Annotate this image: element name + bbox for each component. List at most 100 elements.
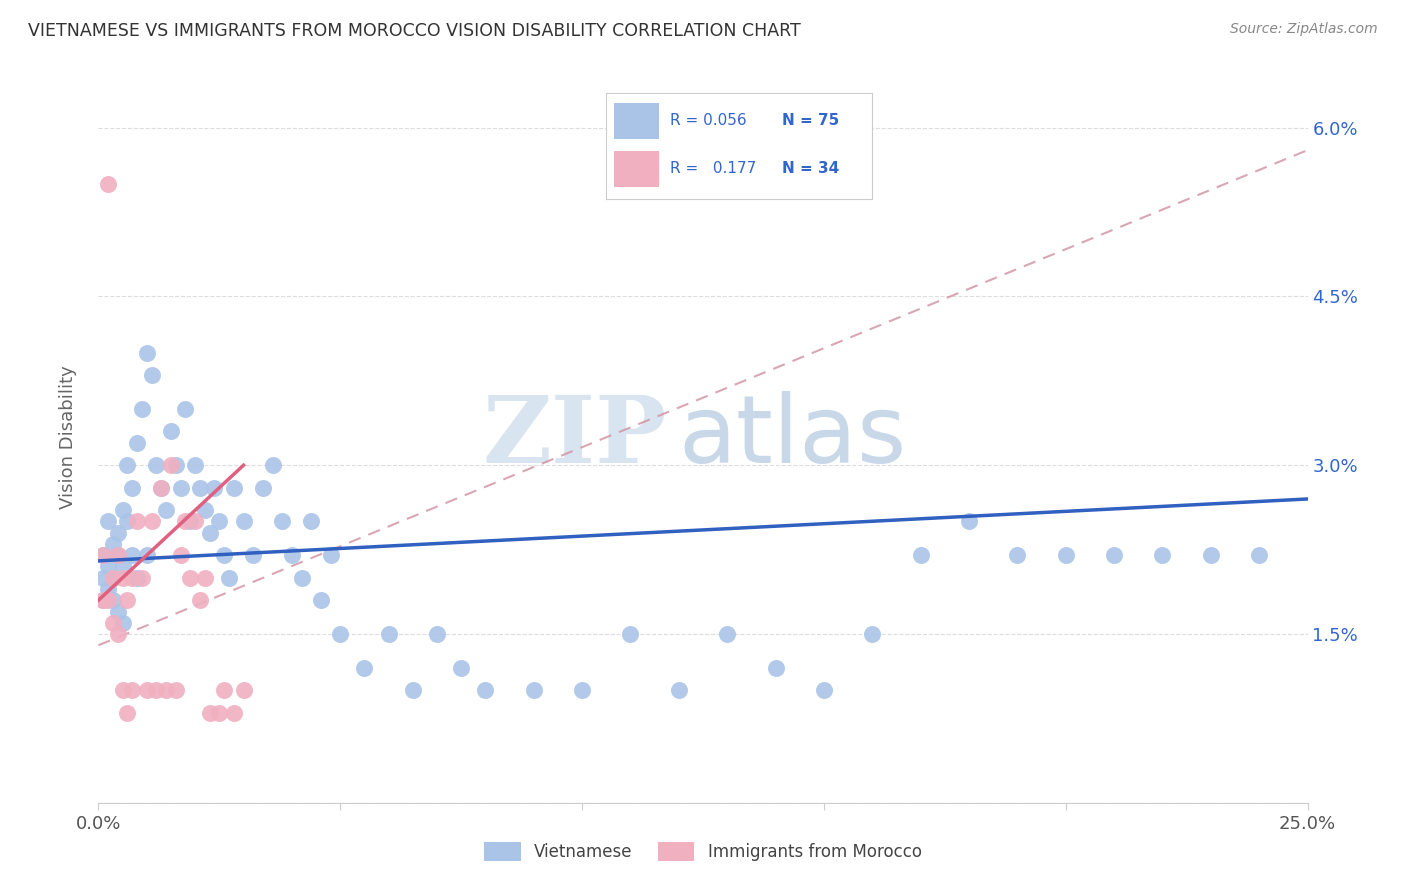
Point	[426, 627, 449, 641]
Point	[309, 593, 332, 607]
Point	[198, 525, 221, 540]
Point	[1249, 548, 1271, 562]
Point	[111, 559, 134, 574]
Point	[117, 515, 139, 529]
Point	[910, 548, 932, 562]
Point	[299, 515, 322, 529]
Point	[117, 593, 139, 607]
Point	[91, 548, 114, 562]
Text: atlas: atlas	[679, 391, 907, 483]
Point	[1152, 548, 1174, 562]
Point	[127, 515, 149, 529]
Point	[204, 481, 226, 495]
Point	[765, 661, 787, 675]
Point	[252, 481, 274, 495]
Point	[150, 481, 173, 495]
Text: ZIP: ZIP	[482, 392, 666, 482]
Point	[141, 515, 163, 529]
Point	[107, 525, 129, 540]
Text: Source: ZipAtlas.com: Source: ZipAtlas.com	[1230, 22, 1378, 37]
Point	[222, 481, 245, 495]
Point	[619, 627, 641, 641]
Point	[97, 593, 120, 607]
Point	[188, 593, 211, 607]
Point	[121, 548, 143, 562]
Point	[165, 683, 187, 698]
Point	[111, 503, 134, 517]
Point	[91, 571, 114, 585]
Point	[117, 706, 139, 720]
Y-axis label: Vision Disability: Vision Disability	[59, 365, 77, 509]
Point	[281, 548, 304, 562]
Point	[668, 683, 690, 698]
Point	[184, 458, 207, 473]
Point	[111, 571, 134, 585]
Point	[107, 548, 129, 562]
Point	[145, 683, 167, 698]
Point	[169, 548, 191, 562]
Point	[160, 425, 183, 439]
Point	[150, 481, 173, 495]
Point	[194, 571, 217, 585]
Point	[127, 435, 149, 450]
Point	[329, 627, 352, 641]
Point	[127, 571, 149, 585]
Point	[1199, 548, 1222, 562]
Point	[101, 571, 124, 585]
Point	[218, 571, 240, 585]
Point	[813, 683, 835, 698]
Point	[107, 627, 129, 641]
Point	[131, 571, 153, 585]
Point	[319, 548, 342, 562]
Point	[188, 481, 211, 495]
Point	[1054, 548, 1077, 562]
Point	[242, 548, 264, 562]
Point	[290, 571, 312, 585]
Point	[212, 683, 235, 698]
Point	[1007, 548, 1029, 562]
Point	[107, 605, 129, 619]
Point	[174, 515, 197, 529]
Point	[101, 571, 124, 585]
Point	[141, 368, 163, 383]
Point	[179, 571, 201, 585]
Point	[716, 627, 738, 641]
Point	[91, 548, 114, 562]
Point	[208, 706, 231, 720]
Point	[101, 593, 124, 607]
Point	[117, 458, 139, 473]
Point	[222, 706, 245, 720]
Point	[212, 548, 235, 562]
Point	[135, 548, 157, 562]
Point	[121, 683, 143, 698]
Point	[135, 683, 157, 698]
Point	[155, 683, 177, 698]
Point	[208, 515, 231, 529]
Point	[271, 515, 294, 529]
Point	[91, 593, 114, 607]
Point	[232, 683, 254, 698]
Point	[155, 503, 177, 517]
Point	[160, 458, 183, 473]
Point	[111, 683, 134, 698]
Point	[131, 401, 153, 416]
Point	[97, 582, 120, 596]
Point	[121, 481, 143, 495]
Point	[523, 683, 546, 698]
Point	[184, 515, 207, 529]
Point	[179, 515, 201, 529]
Point	[169, 481, 191, 495]
Point	[174, 401, 197, 416]
Point	[232, 515, 254, 529]
Text: VIETNAMESE VS IMMIGRANTS FROM MOROCCO VISION DISABILITY CORRELATION CHART: VIETNAMESE VS IMMIGRANTS FROM MOROCCO VI…	[28, 22, 801, 40]
Point	[135, 345, 157, 359]
Point	[377, 627, 399, 641]
Point	[571, 683, 593, 698]
Point	[450, 661, 472, 675]
Point	[97, 559, 120, 574]
Point	[353, 661, 375, 675]
Point	[91, 593, 114, 607]
Point	[262, 458, 284, 473]
Point	[111, 615, 134, 630]
Point	[165, 458, 187, 473]
